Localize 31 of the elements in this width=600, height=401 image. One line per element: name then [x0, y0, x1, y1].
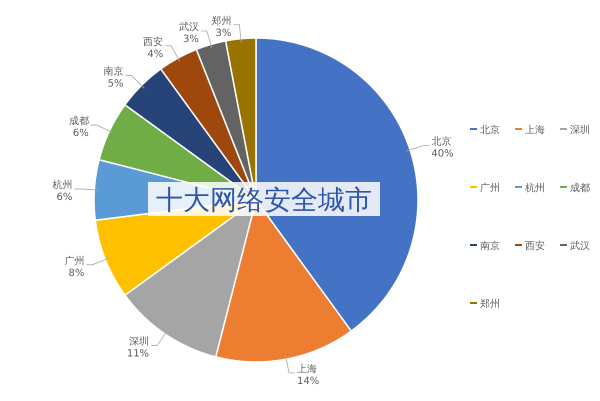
legend-label: 广州 — [480, 182, 500, 194]
slice-label: 南京 — [104, 66, 124, 78]
slice-label: 西安 — [143, 36, 164, 48]
data-label: 14% — [296, 376, 320, 387]
legend-label: 成都 — [570, 182, 590, 194]
data-label: 5% — [108, 78, 124, 90]
data-label: 3% — [183, 34, 199, 45]
legend-label: 郑州 — [480, 298, 500, 310]
data-label: 8% — [68, 268, 84, 279]
slice-label: 郑州 — [211, 14, 232, 27]
legend-label: 上海 — [525, 124, 545, 136]
legend-label: 北京 — [480, 124, 500, 136]
slice-label: 杭州 — [51, 178, 72, 191]
legend-label: 南京 — [480, 240, 500, 252]
slice-label: 武汉 — [178, 20, 199, 33]
slice-label: 成都 — [68, 115, 89, 128]
data-label: 6% — [72, 128, 89, 140]
slice-label: 上海 — [296, 362, 317, 375]
data-label: 3% — [216, 28, 232, 39]
data-label: 6% — [56, 192, 72, 203]
data-label: 11% — [126, 348, 150, 360]
slice-label: 深圳 — [129, 336, 150, 348]
legend-label: 杭州 — [524, 182, 545, 194]
data-label: 4% — [147, 48, 164, 60]
legend-label: 西安 — [525, 240, 545, 252]
legend-label: 武汉 — [570, 240, 590, 252]
data-label: 40% — [431, 148, 454, 160]
slice-label: 北京 — [431, 136, 452, 148]
legend-label: 深圳 — [570, 124, 590, 136]
text: 十大网络安全城市 — [156, 185, 372, 216]
slice-label: 广州 — [64, 254, 84, 267]
